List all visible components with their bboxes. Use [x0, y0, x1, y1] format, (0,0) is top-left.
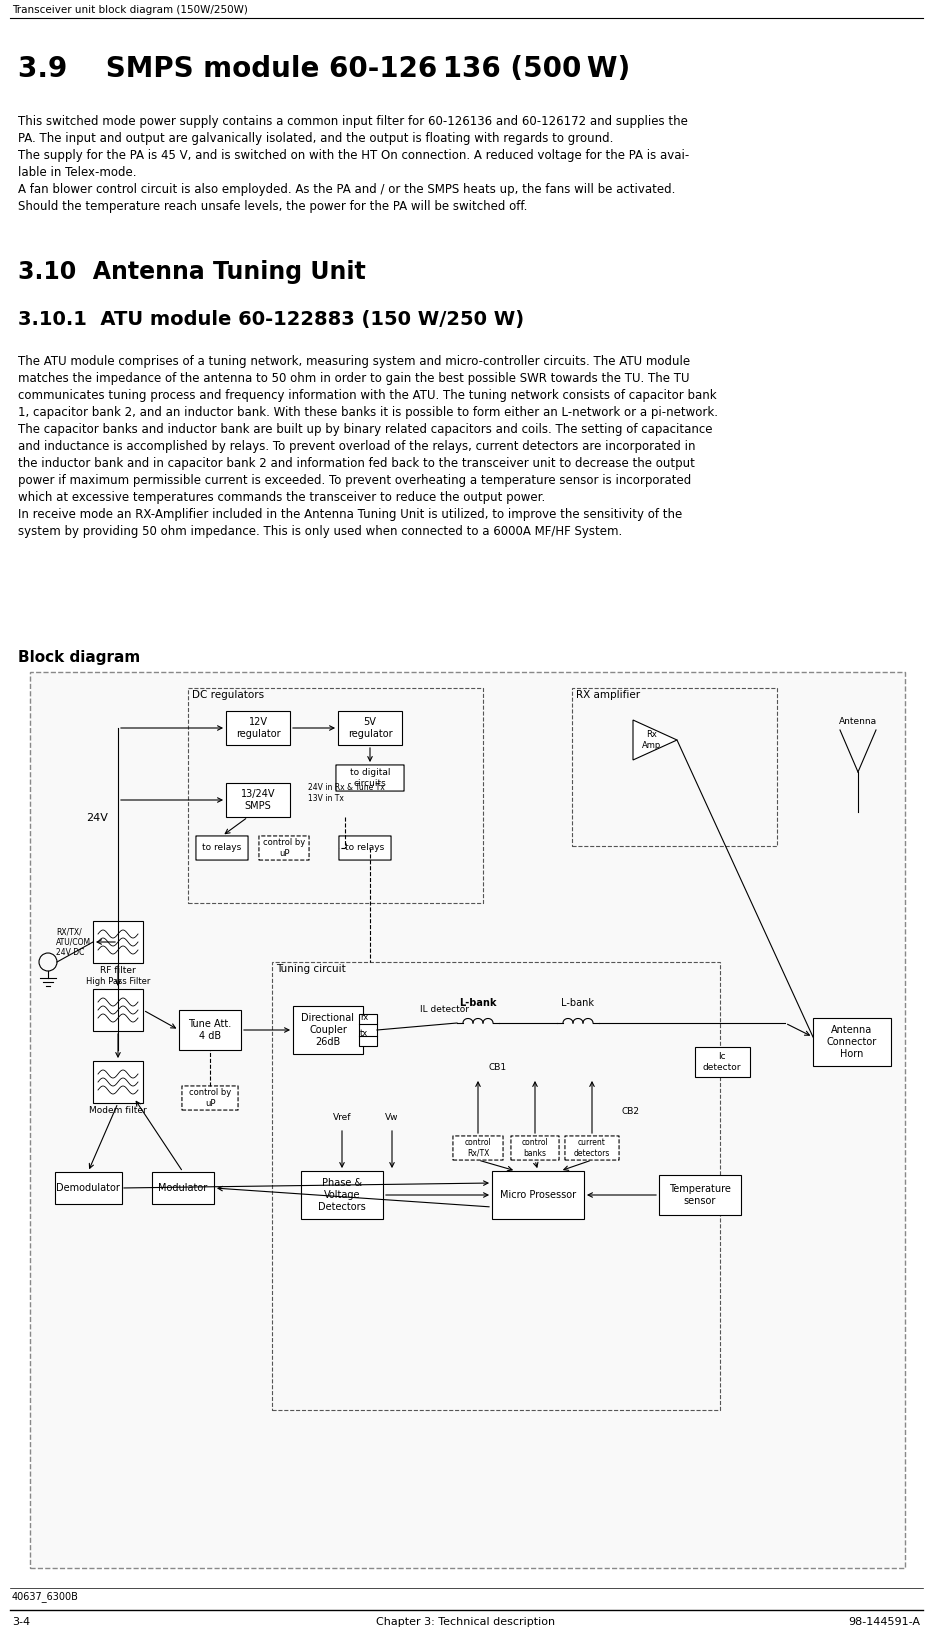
Text: CB1: CB1	[489, 1063, 507, 1073]
Text: to relays: to relays	[202, 843, 242, 852]
FancyBboxPatch shape	[93, 989, 143, 1032]
Text: current
detectors: current detectors	[574, 1138, 610, 1157]
FancyBboxPatch shape	[694, 1046, 749, 1077]
FancyBboxPatch shape	[339, 836, 391, 861]
Text: Chapter 3: Technical description: Chapter 3: Technical description	[376, 1617, 555, 1627]
FancyBboxPatch shape	[152, 1172, 214, 1205]
Text: Transceiver unit block diagram (150W/250W): Transceiver unit block diagram (150W/250…	[12, 5, 248, 15]
FancyBboxPatch shape	[293, 1006, 363, 1055]
FancyBboxPatch shape	[179, 1011, 241, 1050]
FancyBboxPatch shape	[30, 672, 905, 1568]
Text: 5V
regulator: 5V regulator	[348, 717, 392, 738]
Text: Temperature
sensor: Temperature sensor	[669, 1185, 731, 1206]
Text: RF filter: RF filter	[100, 967, 136, 975]
Text: L-bank: L-bank	[459, 998, 496, 1007]
FancyBboxPatch shape	[93, 921, 143, 963]
Text: Directional
Coupler
26dB: Directional Coupler 26dB	[301, 1014, 355, 1046]
Text: tx: tx	[360, 1030, 369, 1038]
Text: 3.10  Antenna Tuning Unit: 3.10 Antenna Tuning Unit	[18, 261, 366, 284]
Text: rx: rx	[360, 1014, 369, 1022]
Text: 3.10.1  ATU module 60-122883 (150 W/250 W): 3.10.1 ATU module 60-122883 (150 W/250 W…	[18, 310, 524, 329]
FancyBboxPatch shape	[301, 1170, 383, 1219]
Text: to relays: to relays	[345, 843, 384, 852]
FancyBboxPatch shape	[54, 1172, 121, 1205]
Text: 24V in Rx & Tune Tx
13V in Tx: 24V in Rx & Tune Tx 13V in Tx	[308, 784, 384, 802]
FancyBboxPatch shape	[359, 1014, 377, 1046]
Text: Antenna: Antenna	[839, 717, 877, 725]
Text: to digital
circuits: to digital circuits	[350, 768, 390, 787]
FancyBboxPatch shape	[196, 836, 248, 861]
Text: Modulator: Modulator	[159, 1183, 208, 1193]
Text: 13/24V
SMPS: 13/24V SMPS	[241, 789, 275, 810]
Text: Tuning circuit: Tuning circuit	[276, 963, 346, 975]
Text: L-bank: L-bank	[562, 998, 594, 1007]
Text: CB2: CB2	[621, 1107, 639, 1117]
FancyBboxPatch shape	[813, 1019, 891, 1066]
FancyBboxPatch shape	[338, 711, 402, 745]
Text: Antenna
Connector
Horn: Antenna Connector Horn	[827, 1025, 877, 1058]
FancyBboxPatch shape	[492, 1170, 584, 1219]
Text: control
banks: control banks	[522, 1138, 549, 1157]
FancyBboxPatch shape	[182, 1086, 238, 1110]
FancyBboxPatch shape	[453, 1136, 503, 1161]
Text: 40637_6300B: 40637_6300B	[12, 1591, 79, 1602]
FancyBboxPatch shape	[336, 764, 404, 791]
FancyBboxPatch shape	[93, 1061, 143, 1104]
FancyBboxPatch shape	[259, 836, 309, 861]
Text: Tune Att.
4 dB: Tune Att. 4 dB	[188, 1019, 231, 1042]
Text: IL detector: IL detector	[420, 1006, 469, 1014]
Text: 12V
regulator: 12V regulator	[236, 717, 280, 738]
Text: High Pass Filter: High Pass Filter	[86, 976, 150, 986]
Text: Block diagram: Block diagram	[18, 650, 140, 665]
Polygon shape	[633, 720, 677, 760]
Text: DC regulators: DC regulators	[192, 689, 264, 699]
Text: Phase &
Voltage
Detectors: Phase & Voltage Detectors	[318, 1178, 366, 1211]
Text: control
Rx/TX: control Rx/TX	[465, 1138, 492, 1157]
Text: Modem filter: Modem filter	[90, 1107, 146, 1115]
Text: This switched mode power supply contains a common input filter for 60-126136 and: This switched mode power supply contains…	[18, 116, 689, 214]
Text: 3-4: 3-4	[12, 1617, 30, 1627]
Text: The ATU module comprises of a tuning network, measuring system and micro-control: The ATU module comprises of a tuning net…	[18, 355, 718, 538]
FancyBboxPatch shape	[659, 1175, 741, 1214]
Text: 24V: 24V	[86, 813, 108, 823]
Text: Micro Prosessor: Micro Prosessor	[500, 1190, 576, 1200]
Text: 3.9    SMPS module 60-126 136 (500 W): 3.9 SMPS module 60-126 136 (500 W)	[18, 55, 631, 83]
Text: 98-144591-A: 98-144591-A	[848, 1617, 920, 1627]
Text: Rx
Amp: Rx Amp	[643, 730, 661, 750]
FancyBboxPatch shape	[565, 1136, 620, 1161]
Text: Demodulator: Demodulator	[56, 1183, 120, 1193]
FancyBboxPatch shape	[511, 1136, 559, 1161]
FancyBboxPatch shape	[226, 782, 290, 817]
Text: RX amplifier: RX amplifier	[576, 689, 640, 699]
Text: RX/TX/
ATU/COM
24V DC: RX/TX/ ATU/COM 24V DC	[56, 927, 91, 957]
FancyBboxPatch shape	[226, 711, 290, 745]
Text: control by
uP: control by uP	[188, 1089, 231, 1108]
Text: Vw: Vw	[385, 1113, 398, 1123]
Text: Ic
detector: Ic detector	[703, 1053, 741, 1071]
Text: Vref: Vref	[333, 1113, 351, 1123]
Text: control by
uP: control by uP	[263, 838, 305, 857]
